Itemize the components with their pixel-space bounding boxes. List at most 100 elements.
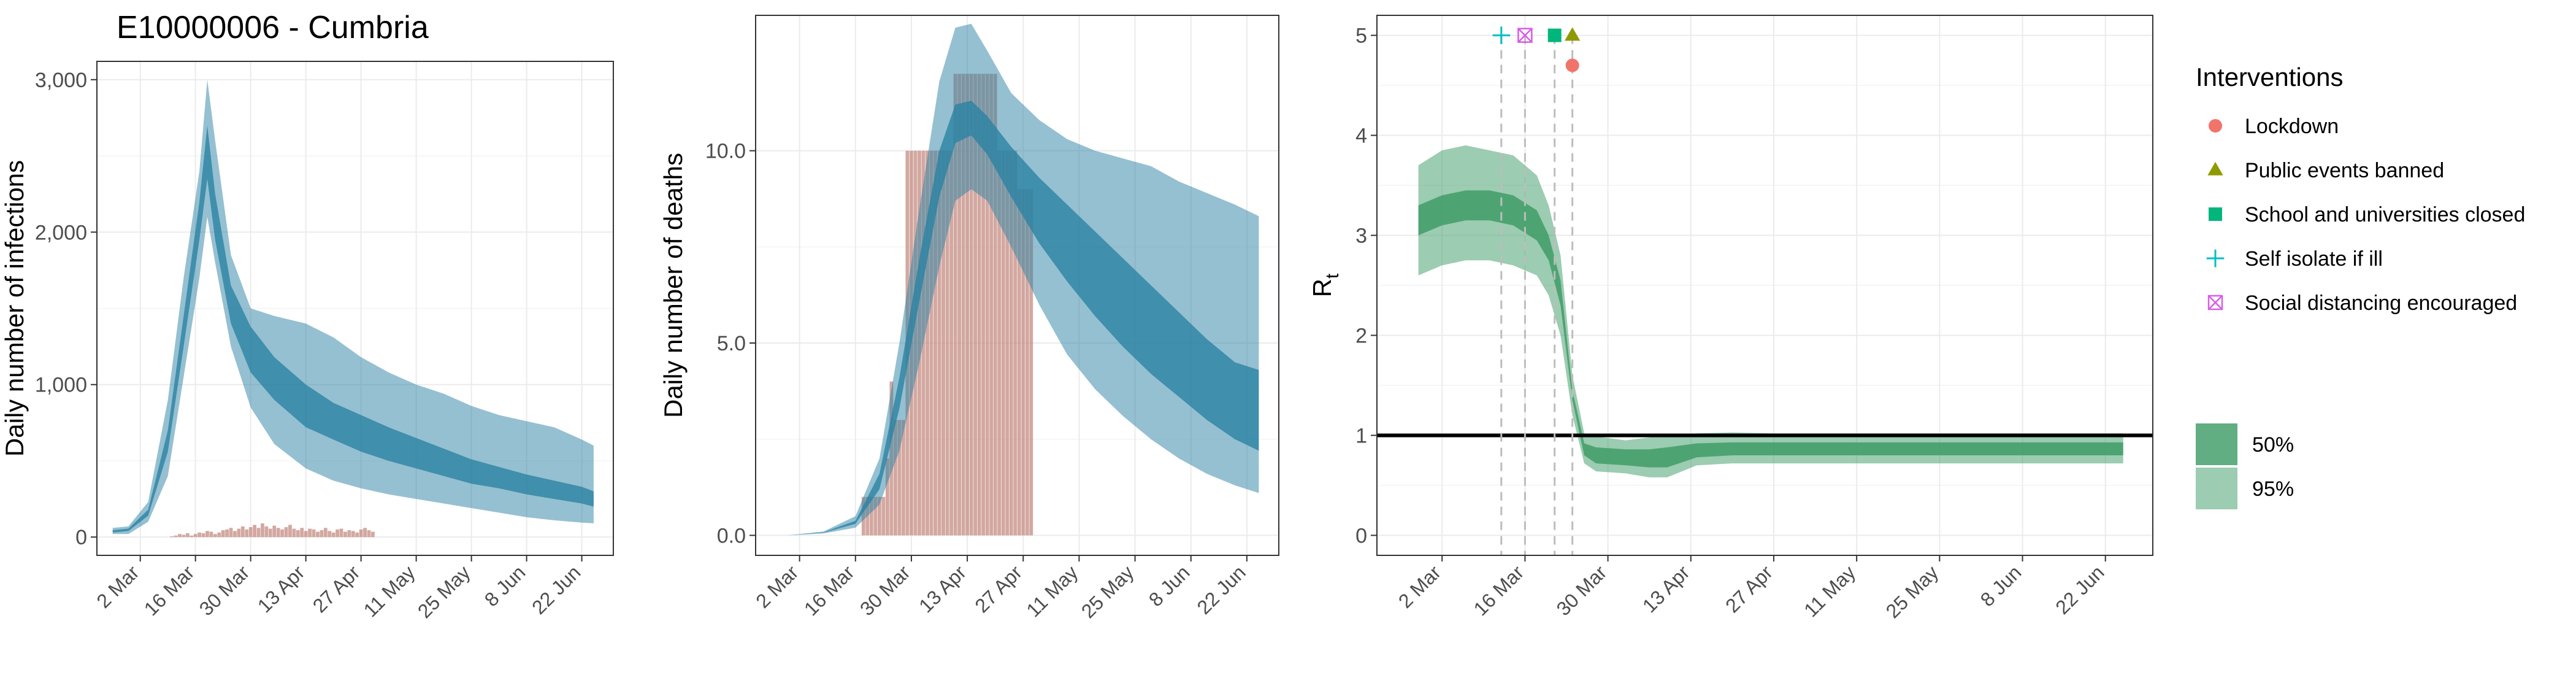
observed-bar bbox=[312, 529, 316, 538]
observed-bar bbox=[288, 525, 292, 538]
rt-panel: 0 1 2 3 4 5 2 Mar 16 Mar 30 Mar 13 Apr 27 Apr 11 Ma… bbox=[1308, 15, 2153, 622]
x-tick-label: 22 Jun bbox=[1192, 561, 1249, 618]
panel-border bbox=[1376, 15, 2153, 556]
ribbon-95pct bbox=[112, 79, 594, 534]
observed-bar bbox=[296, 530, 300, 538]
ribbon-50pct bbox=[1418, 190, 2123, 468]
observed-bar bbox=[1005, 150, 1010, 536]
legend-marker-box bbox=[2207, 295, 2223, 311]
observed-bar bbox=[280, 529, 284, 538]
x-tick-label: 11 May bbox=[1022, 561, 1082, 621]
observed-bar bbox=[901, 420, 905, 536]
legend-marker bbox=[2206, 249, 2225, 268]
observed-bar bbox=[201, 533, 205, 538]
observed-bar bbox=[877, 496, 881, 536]
observed-bar bbox=[248, 527, 253, 538]
x-tick-label: 30 Mar bbox=[856, 561, 914, 620]
observed-bar bbox=[328, 531, 332, 538]
observed-bar bbox=[941, 150, 945, 536]
x-tick-label: 2 Mar bbox=[751, 561, 803, 612]
observed-bar bbox=[300, 528, 304, 538]
y-tick-label: 5.0 bbox=[717, 332, 746, 355]
observed-bar bbox=[1017, 189, 1021, 536]
x-tick-label: 30 Mar bbox=[1552, 561, 1611, 620]
x-tick-label: 25 May bbox=[1882, 561, 1943, 622]
y-tick-label: 0 bbox=[1355, 524, 1367, 547]
observed-bar bbox=[185, 533, 190, 538]
observed-bar bbox=[174, 535, 178, 538]
x-tick-label: 16 Mar bbox=[140, 561, 199, 620]
observed-bar bbox=[897, 420, 902, 536]
intervention-marker bbox=[1565, 27, 1581, 41]
observed-bar bbox=[351, 531, 355, 538]
legend-marker bbox=[2207, 295, 2223, 311]
observed-bar bbox=[957, 74, 962, 536]
y-tick-label: 0 bbox=[75, 526, 87, 549]
legend-label: Social distancing encouraged bbox=[2245, 291, 2517, 315]
observed-bar bbox=[1025, 189, 1029, 536]
ribbon-95pct bbox=[1418, 145, 2123, 477]
observed-bar bbox=[949, 150, 953, 536]
legend-marker-d2 bbox=[2208, 295, 2223, 310]
x-tick-label: 25 May bbox=[413, 561, 475, 622]
observed-bar bbox=[1029, 189, 1033, 536]
observed-bar bbox=[969, 74, 973, 536]
x-tick-label: 22 Jun bbox=[527, 561, 585, 618]
x-tick-label: 22 Jun bbox=[2051, 561, 2108, 618]
panel-border bbox=[755, 15, 1279, 556]
ribbon-50pct bbox=[788, 101, 1259, 536]
observed-bar bbox=[347, 530, 351, 538]
observed-bar bbox=[997, 150, 1002, 536]
y-tick-label: 0.0 bbox=[717, 524, 746, 547]
observed-bar bbox=[893, 420, 897, 536]
y-tick-label: 2 bbox=[1355, 324, 1367, 347]
y-tick-label: 3 bbox=[1355, 225, 1367, 248]
observed-bar bbox=[205, 531, 209, 538]
x-tick-label: 13 Apr bbox=[914, 561, 970, 617]
observed-bar bbox=[261, 523, 264, 538]
observed-bar bbox=[929, 150, 933, 536]
observed-bar bbox=[253, 525, 256, 538]
plot-area bbox=[112, 79, 594, 538]
observed-bar bbox=[320, 530, 324, 538]
observed-bar bbox=[933, 150, 937, 536]
observed-bar bbox=[885, 458, 889, 536]
x-tick-label: 30 Mar bbox=[195, 561, 254, 620]
x-tick-label: 2 Mar bbox=[92, 561, 144, 612]
observed-bar bbox=[284, 527, 288, 538]
observed-bar bbox=[197, 532, 202, 538]
panel-border bbox=[96, 61, 614, 556]
legend-marker bbox=[2209, 119, 2222, 133]
observed-bar bbox=[989, 74, 994, 536]
observed-bar bbox=[937, 150, 941, 536]
observed-bar bbox=[178, 534, 182, 538]
observed-bar bbox=[237, 528, 241, 538]
y-axis-label: Rt bbox=[1308, 273, 1343, 297]
observed-bar bbox=[926, 150, 929, 536]
legend-label: Lockdown bbox=[2245, 115, 2339, 138]
observed-bar bbox=[316, 531, 320, 538]
figure-title: E10000006 - Cumbria bbox=[117, 10, 429, 45]
y-tick-label: 1 bbox=[1355, 424, 1367, 447]
legend-marker bbox=[2209, 207, 2222, 221]
observed-bar bbox=[965, 74, 970, 536]
observed-bar bbox=[869, 496, 873, 536]
observed-bar bbox=[229, 528, 233, 538]
legend-marker bbox=[2207, 161, 2223, 176]
y-tick-label: 3,000 bbox=[35, 69, 87, 92]
observed-bar bbox=[268, 528, 272, 538]
observed-bar bbox=[256, 528, 261, 538]
observed-bar bbox=[264, 526, 269, 538]
y-axis-label: Daily number of infections bbox=[0, 160, 29, 457]
y-tick-label: 4 bbox=[1355, 125, 1367, 148]
observed-bar bbox=[961, 74, 965, 536]
observed-bar bbox=[343, 531, 347, 538]
observed-bar bbox=[985, 74, 989, 536]
interventions-legend: Interventions Lockdown Public events banne… bbox=[2196, 63, 2525, 509]
y-tick-label: 1,000 bbox=[35, 374, 87, 397]
observed-bar bbox=[367, 530, 371, 538]
x-tick-label: 13 Apr bbox=[1638, 561, 1694, 617]
observed-bar bbox=[272, 525, 277, 538]
